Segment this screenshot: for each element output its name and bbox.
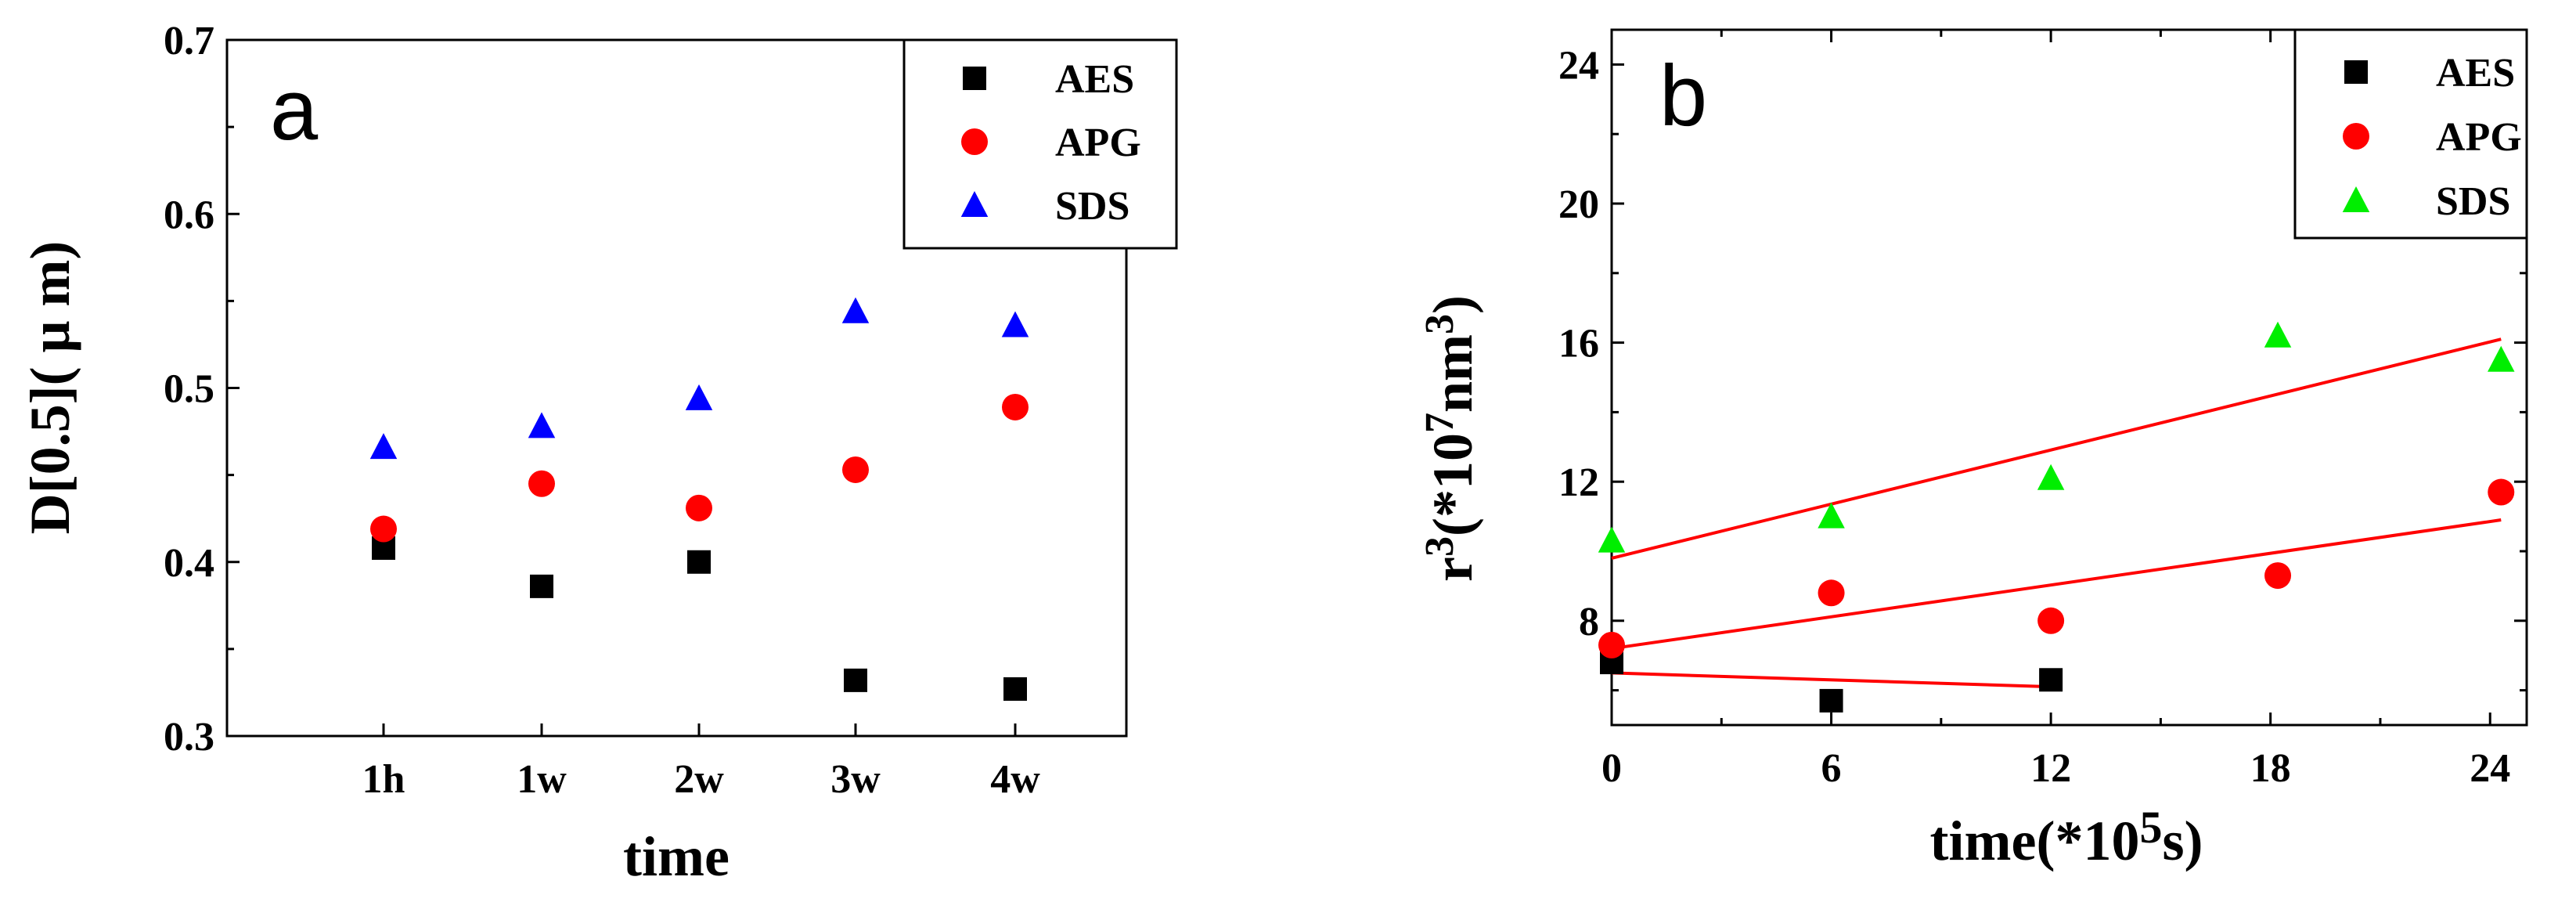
chart-b-legend: AES APG SDS bbox=[2293, 28, 2528, 240]
chart-a-point-apg bbox=[370, 515, 397, 543]
chart-b-point-sds bbox=[1818, 502, 1845, 529]
chart-b-xtick-label: 12 bbox=[2030, 746, 2071, 791]
chart-a-point-aes bbox=[844, 668, 867, 692]
chart-a-point-sds bbox=[685, 384, 713, 410]
chart-a-xlabel: time bbox=[623, 825, 730, 888]
chart-a-ytick-label: 0.5 bbox=[164, 367, 214, 412]
chart-b-point-apg bbox=[2488, 478, 2515, 506]
chart-b-point-apg bbox=[1598, 631, 1625, 658]
chart-a-ytick-label: 0.6 bbox=[164, 193, 214, 237]
chart-a-point-aes bbox=[1003, 676, 1027, 701]
chart-a-legend-box bbox=[903, 38, 1178, 250]
chart-a-legend-marker-sds bbox=[960, 191, 989, 217]
chart-b-legend-marker-aes bbox=[2344, 60, 2368, 84]
chart-b-xlabel: time(*105s) bbox=[1930, 802, 2203, 872]
chart-a-point-sds bbox=[369, 433, 398, 460]
chart-b-legend-marker-sds bbox=[2342, 186, 2370, 212]
chart-b-panel-label: b bbox=[1659, 48, 1707, 144]
chart-b-ytick-label: 12 bbox=[1558, 460, 1599, 505]
chart-a-point-aes bbox=[530, 574, 553, 598]
chart-a-panel-label: a bbox=[270, 62, 319, 158]
chart-b-fit-line-aes bbox=[1611, 671, 2052, 689]
chart-b-point-sds bbox=[2488, 345, 2515, 372]
chart-a-legend-label-aes: AES bbox=[1055, 57, 1134, 102]
chart-b-point-apg bbox=[2264, 562, 2292, 590]
chart-a-point-sds bbox=[528, 412, 556, 438]
chart-a-point-apg bbox=[1002, 393, 1029, 420]
chart-b-legend-box bbox=[2293, 28, 2528, 240]
chart-b-ytick-label: 8 bbox=[1579, 600, 1599, 644]
chart-a-point-apg bbox=[528, 470, 555, 497]
chart-b-point-sds bbox=[2264, 321, 2292, 348]
chart-a-legend-label-sds: SDS bbox=[1055, 184, 1129, 229]
chart-a-ytick-label: 0.3 bbox=[164, 715, 214, 759]
chart-a-legend-marker-apg bbox=[961, 128, 988, 155]
chart-b-ylabel: r3(*107nm3) bbox=[1418, 295, 1484, 582]
chart-b-fit-line-sds bbox=[1611, 337, 2502, 560]
chart-a-ytick-label: 0.7 bbox=[164, 19, 214, 63]
chart-b-xtick-label: 6 bbox=[1821, 746, 1842, 791]
chart-b-ytick-label: 24 bbox=[1558, 43, 1599, 88]
chart-b-legend-label-aes: AES bbox=[2436, 51, 2515, 96]
chart-b-point-aes bbox=[1819, 688, 1843, 713]
chart-b-frame bbox=[1610, 28, 2528, 727]
chart-a-legend: AES APG SDS bbox=[903, 38, 1178, 250]
chart-a-ytick-label: 0.4 bbox=[164, 541, 214, 586]
chart-b-fit-line-apg bbox=[1611, 518, 2502, 651]
chart-a-ylabel: D[0.5]( μ m) bbox=[19, 241, 81, 535]
chart-a-legend-label-apg: APG bbox=[1055, 121, 1141, 165]
chart-b-point-aes bbox=[2039, 668, 2063, 692]
chart-a: a 0.3 0.4 0.5 0.6 0.7 1h 1w 2w 3w 4w AES APG SDS ti… bbox=[19, 19, 1178, 888]
chart-a-point-apg bbox=[686, 494, 712, 521]
chart-b-point-sds bbox=[2037, 464, 2065, 490]
chart-b: b 8 12 16 20 24 0 6 12 18 24 AES APG SDS time(*105s… bbox=[1418, 28, 2528, 872]
chart-b-xtick-label: 24 bbox=[2470, 746, 2510, 791]
chart-b-point-sds bbox=[1598, 526, 1626, 553]
chart-a-point-aes bbox=[687, 550, 711, 574]
chart-a-legend-marker-aes bbox=[963, 67, 986, 90]
chart-a-xtick-label: 2w bbox=[674, 757, 724, 802]
chart-b-legend-label-sds: SDS bbox=[2436, 179, 2510, 224]
chart-a-xtick-label: 1w bbox=[517, 757, 567, 802]
chart-a-xtick-label: 3w bbox=[830, 757, 881, 802]
chart-a-xtick-label: 1h bbox=[362, 757, 405, 802]
chart-b-ytick-label: 20 bbox=[1558, 182, 1599, 227]
chart-b-xtick-label: 0 bbox=[1601, 746, 1622, 791]
chart-b-xtick-label: 18 bbox=[2250, 746, 2291, 791]
chart-a-point-sds bbox=[1001, 311, 1029, 337]
chart-b-ytick-label: 16 bbox=[1558, 322, 1599, 366]
chart-b-point-apg bbox=[1818, 579, 1845, 607]
chart-b-legend-label-apg: APG bbox=[2436, 115, 2522, 160]
chart-a-point-sds bbox=[841, 297, 870, 323]
chart-b-point-apg bbox=[2037, 607, 2065, 634]
chart-a-xtick-label: 4w bbox=[990, 757, 1040, 802]
chart-a-point-apg bbox=[842, 456, 869, 483]
chart-b-legend-marker-apg bbox=[2343, 123, 2369, 150]
